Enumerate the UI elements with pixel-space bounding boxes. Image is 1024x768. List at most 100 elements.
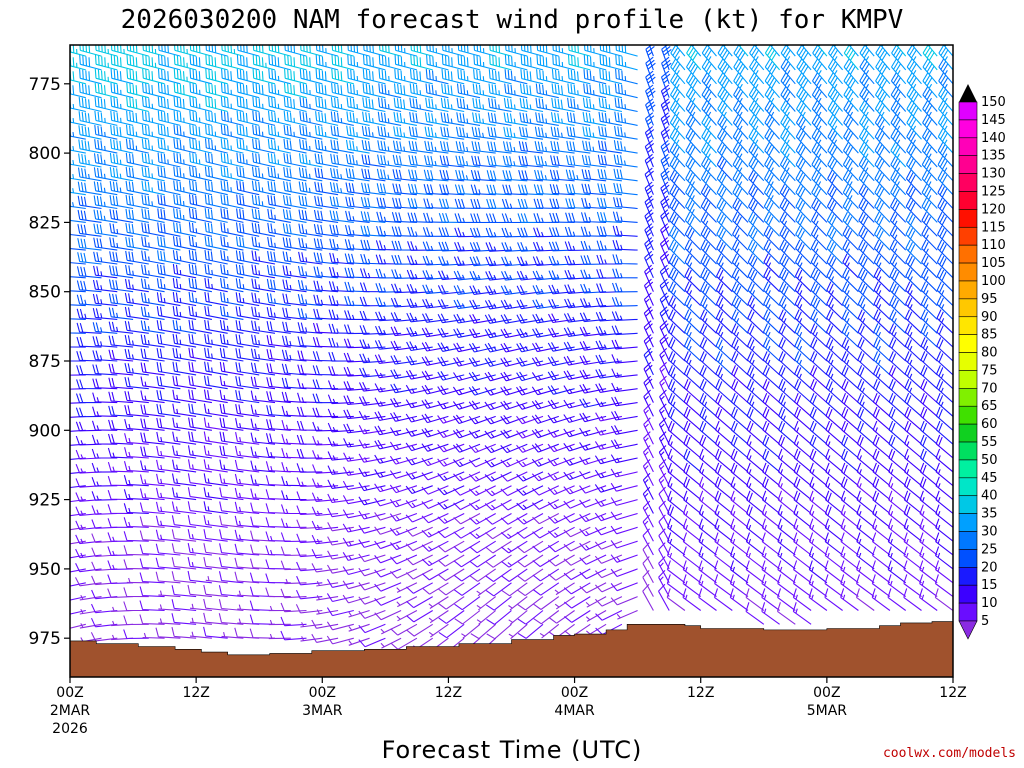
wind-barb: [141, 124, 165, 140]
wind-barb: [109, 251, 134, 265]
wind-barb: [520, 54, 544, 71]
wind-barb: [236, 96, 260, 113]
wind-barb: [107, 532, 134, 542]
wind-barb: [108, 335, 134, 348]
wind-barb: [189, 54, 213, 71]
wind-barb: [220, 166, 244, 182]
wind-barb: [615, 45, 638, 57]
wind-barb: [142, 632, 165, 639]
wind-barb: [563, 596, 591, 609]
wind-barb: [311, 534, 339, 545]
wind-barb: [748, 211, 765, 237]
wind-barb: [139, 530, 165, 542]
wind-barb: [919, 518, 938, 542]
wind-barb: [123, 489, 149, 501]
wind-barb: [905, 197, 922, 223]
wind-barb: [172, 278, 197, 293]
wind-barb: [516, 485, 544, 496]
wind-barb: [124, 418, 149, 431]
wind-barb: [611, 368, 638, 378]
wind-barb: [93, 223, 118, 237]
wind-barb: [469, 554, 497, 568]
wind-barb: [764, 100, 781, 126]
wind-barb: [763, 211, 780, 237]
wind-barb: [793, 518, 812, 542]
wind-barb: [469, 328, 496, 339]
wind-barb: [77, 238, 102, 251]
wind-barb: [584, 45, 607, 57]
wind-barb: [453, 485, 481, 496]
wind-barb: [579, 312, 607, 323]
wind-barb: [779, 170, 796, 196]
wind-barb: [547, 443, 575, 453]
wind-barb: [699, 365, 717, 390]
wind-barb: [172, 347, 197, 362]
wind-barb: [204, 194, 228, 210]
wind-barb: [70, 316, 86, 320]
wind-barb: [872, 378, 891, 404]
wind-barb: [219, 487, 244, 501]
wind-barb: [685, 197, 702, 223]
wind-barb: [453, 285, 481, 295]
wind-barb: [761, 518, 780, 542]
wind-barb: [109, 195, 134, 210]
wind-barb: [252, 96, 276, 113]
wind-barb: [487, 112, 512, 126]
wind-barb: [667, 448, 686, 473]
wind-barb: [658, 472, 670, 500]
wind-barb: [780, 100, 796, 126]
wind-barb: [189, 96, 213, 113]
wind-barb: [581, 154, 607, 168]
wind-barb: [700, 253, 717, 279]
wind-barb: [362, 68, 386, 85]
wind-barb: [389, 540, 418, 551]
wind-barb: [70, 402, 71, 404]
wind-barb: [390, 427, 418, 437]
wind-barb: [358, 567, 386, 577]
wind-barb: [314, 139, 339, 154]
wind-barb: [597, 197, 622, 210]
wind-barb: [887, 546, 907, 570]
wind-barb: [203, 459, 228, 473]
wind-barb: [937, 142, 953, 168]
wind-barb: [516, 285, 544, 295]
wind-barb: [374, 526, 402, 535]
wind-barb: [139, 614, 165, 625]
wind-barb: [282, 237, 307, 251]
wind-barb: [717, 128, 733, 154]
wind-barb: [107, 475, 134, 487]
wind-barb: [457, 45, 481, 57]
wind-barb: [378, 54, 402, 71]
wind-barb: [874, 142, 891, 168]
wind-barb: [171, 473, 197, 487]
wind-barb: [747, 267, 765, 293]
wind-barb: [777, 574, 796, 598]
wind-barb: [77, 223, 102, 237]
wind-barb: [219, 473, 244, 487]
wind-barb: [316, 581, 339, 587]
wind-barb: [219, 333, 244, 348]
wind-barb: [730, 518, 749, 542]
wind-barb: [535, 112, 559, 126]
wind-barb: [824, 546, 843, 570]
wind-barb: [410, 54, 433, 71]
wind-barb: [471, 126, 496, 140]
wind-barb: [344, 224, 370, 237]
wind-barb: [516, 401, 544, 410]
wind-barb: [581, 169, 607, 182]
wind-barb: [268, 633, 291, 640]
wind-barb: [610, 511, 638, 521]
wind-barb: [808, 560, 828, 584]
wind-barb: [595, 340, 622, 351]
wind-barb: [158, 618, 181, 625]
wind-barb: [219, 445, 244, 459]
wind-barb: [700, 211, 717, 237]
wind-barb: [669, 170, 686, 196]
wind-barb: [684, 225, 702, 251]
wind-barb: [486, 155, 512, 168]
wind-barb: [472, 97, 496, 113]
wind-barb: [796, 58, 812, 85]
wind-barb: [283, 138, 307, 154]
wind-barb: [516, 415, 544, 425]
